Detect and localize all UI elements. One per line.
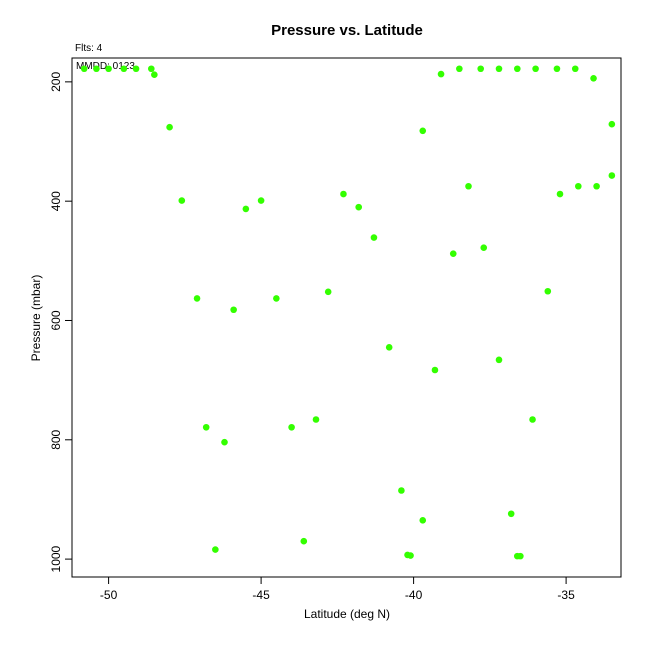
data-point	[575, 182, 582, 190]
data-point	[465, 182, 472, 190]
data-point	[340, 190, 347, 198]
data-point	[324, 288, 332, 296]
data-point	[202, 423, 210, 431]
data-point	[507, 510, 515, 518]
data-point	[178, 197, 186, 204]
chart-title: Pressure vs. Latitude	[271, 22, 423, 39]
y-tick-label: 200	[49, 72, 63, 92]
y-tick-label: 600	[49, 310, 63, 330]
data-point	[477, 65, 485, 73]
data-point	[221, 438, 228, 446]
data-point	[514, 65, 521, 73]
data-point	[419, 517, 427, 524]
data-point	[532, 65, 539, 73]
plot-frame	[71, 57, 622, 578]
data-point	[105, 65, 112, 73]
x-axis: -50 -45 -40 -35	[100, 577, 575, 602]
data-point	[431, 366, 439, 374]
flights-note: Flts: 4	[75, 43, 103, 54]
y-tick-label: 1000	[49, 545, 63, 572]
data-point	[544, 287, 552, 295]
data-point	[212, 546, 219, 553]
data-point	[495, 65, 503, 73]
data-point	[517, 552, 524, 560]
data-point	[93, 65, 100, 73]
x-tick-label: -45	[252, 588, 270, 602]
data-point	[257, 197, 265, 204]
x-tick-label: -40	[405, 588, 423, 602]
data-point	[120, 65, 128, 73]
data-point	[449, 250, 457, 257]
data-point	[288, 423, 295, 431]
x-axis-label: Latitude (deg N)	[304, 607, 390, 621]
data-point	[193, 295, 201, 302]
data-point	[571, 65, 579, 73]
y-axis: 200 400 600 800 1000	[49, 72, 72, 572]
data-point	[419, 127, 427, 135]
data-point	[166, 123, 173, 131]
data-point	[80, 65, 88, 73]
data-point	[273, 295, 280, 302]
y-tick-label: 800	[49, 429, 63, 449]
data-point	[590, 74, 597, 82]
data-point	[608, 172, 616, 179]
data-point	[556, 190, 564, 198]
data-point	[385, 344, 393, 351]
data-point	[230, 306, 237, 314]
data-point	[148, 65, 155, 73]
data-point	[593, 182, 600, 190]
data-point	[370, 234, 378, 241]
data-point	[437, 70, 445, 78]
data-point	[608, 120, 616, 128]
data-point	[242, 205, 250, 213]
y-tick-label: 400	[49, 191, 63, 211]
data-point	[398, 487, 405, 494]
data-points	[80, 65, 616, 560]
date-note: MMDD: 0123	[76, 61, 135, 72]
data-point	[407, 552, 414, 559]
data-point	[312, 416, 320, 423]
x-tick-label: -35	[557, 588, 575, 602]
data-point	[456, 65, 463, 73]
data-point	[529, 416, 536, 423]
data-point	[553, 65, 561, 73]
y-axis-label: Pressure (mbar)	[29, 275, 43, 362]
data-point	[300, 537, 308, 545]
data-point	[495, 356, 503, 364]
data-point	[480, 244, 488, 252]
data-point	[132, 65, 140, 73]
x-tick-label: -50	[100, 588, 118, 602]
data-point	[151, 71, 158, 79]
data-point	[355, 203, 363, 211]
